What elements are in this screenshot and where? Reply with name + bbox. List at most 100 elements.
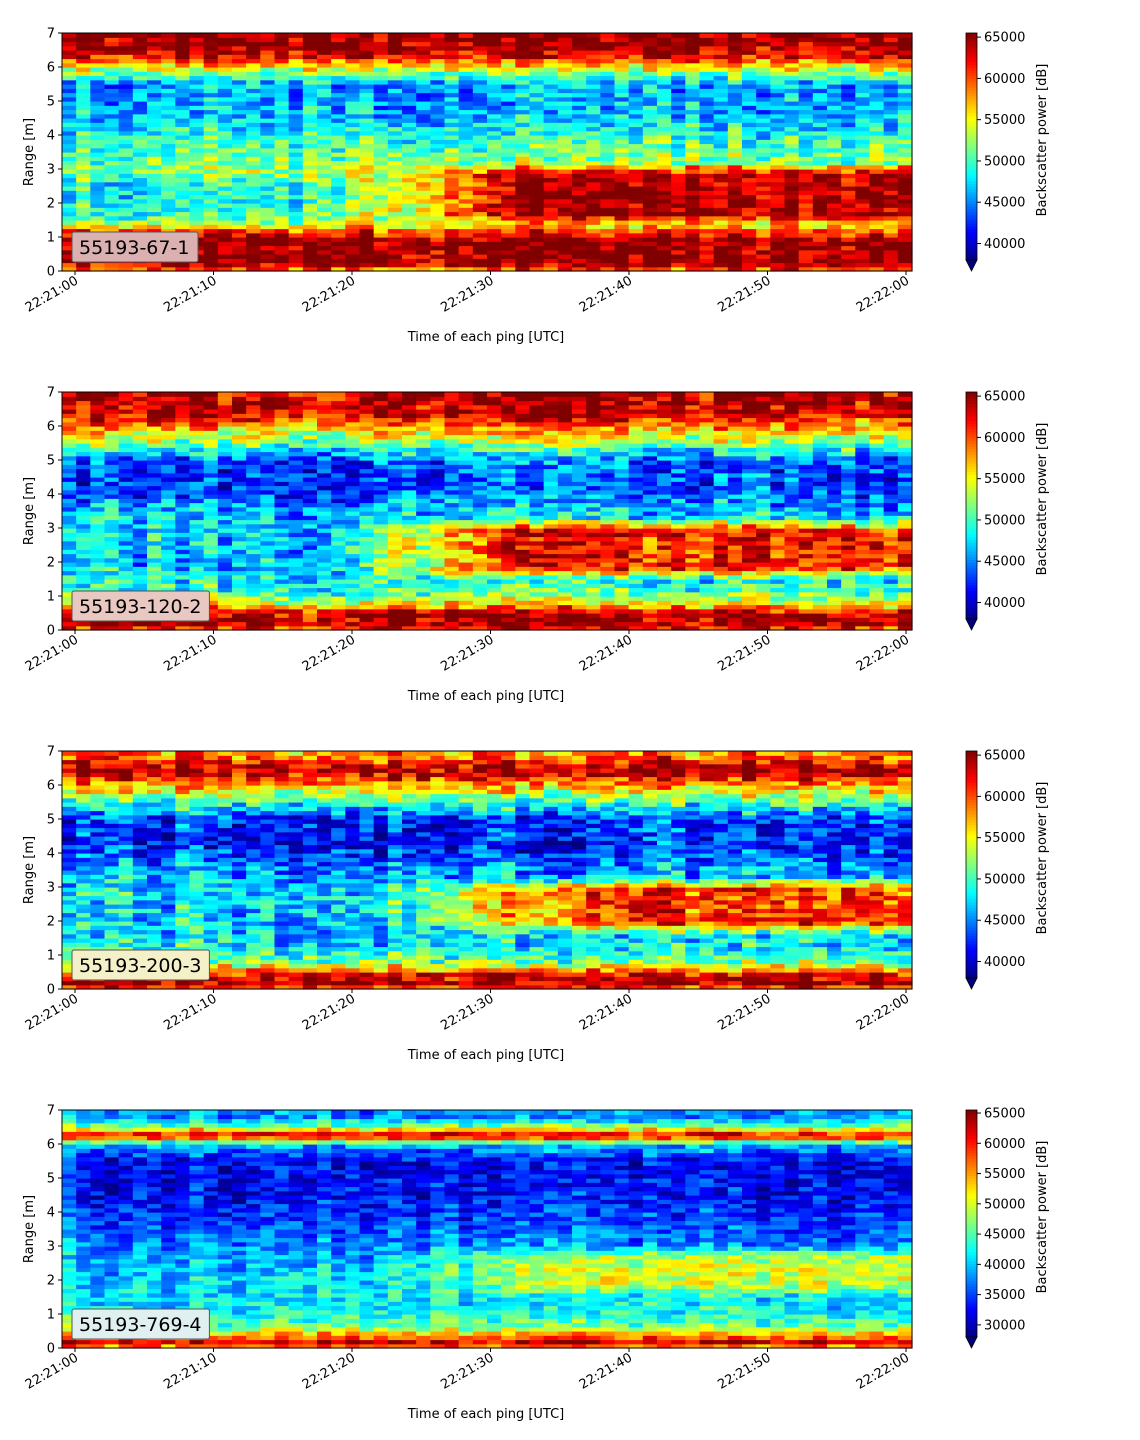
- heatmap-cell: [232, 503, 247, 508]
- heatmap-cell: [218, 571, 233, 576]
- heatmap-cell: [402, 558, 417, 563]
- heatmap-cell: [147, 511, 162, 516]
- heatmap-cell: [558, 135, 573, 140]
- heatmap-cell: [119, 76, 134, 81]
- heatmap-cell: [175, 105, 190, 110]
- heatmap-cell: [246, 76, 261, 81]
- heatmap-cell: [161, 622, 176, 627]
- heatmap-cell: [275, 537, 290, 542]
- heatmap-cell: [445, 263, 460, 268]
- heatmap-cell: [218, 224, 233, 229]
- heatmap-cell: [204, 54, 219, 59]
- heatmap-cell: [105, 263, 120, 268]
- heatmap-cell: [459, 165, 474, 170]
- heatmap-cell: [388, 63, 403, 68]
- heatmap-cell: [105, 426, 120, 431]
- heatmap-cell: [331, 588, 346, 593]
- heatmap-cell: [898, 148, 913, 153]
- heatmap-cell: [204, 152, 219, 157]
- heatmap-cell: [785, 152, 800, 157]
- heatmap-cell: [600, 139, 615, 144]
- heatmap-cell: [246, 541, 261, 546]
- heatmap-cell: [515, 156, 530, 161]
- heatmap-cell: [855, 127, 870, 132]
- heatmap-cell: [133, 54, 148, 59]
- heatmap-cell: [289, 392, 304, 397]
- heatmap-cell: [671, 203, 686, 208]
- heatmap-cell: [161, 165, 176, 170]
- heatmap-cell: [558, 224, 573, 229]
- heatmap-cell: [190, 263, 205, 268]
- heatmap-cell: [643, 71, 658, 76]
- heatmap-cell: [317, 481, 332, 486]
- heatmap-cell: [402, 84, 417, 89]
- heatmap-cell: [90, 430, 105, 435]
- heatmap-cell: [260, 430, 275, 435]
- heatmap-cell: [402, 122, 417, 127]
- heatmap-cell: [728, 80, 743, 85]
- heatmap-cell: [756, 84, 771, 89]
- heatmap-cell: [303, 562, 318, 567]
- heatmap-cell: [700, 186, 715, 191]
- heatmap-cell: [515, 127, 530, 132]
- heatmap-cell: [147, 396, 162, 401]
- heatmap-cell: [119, 101, 134, 106]
- heatmap-cell: [416, 186, 431, 191]
- heatmap-cell: [345, 579, 360, 584]
- heatmap-cell: [161, 84, 176, 89]
- heatmap-cell: [190, 118, 205, 123]
- heatmap-cell: [558, 254, 573, 259]
- heatmap-cell: [742, 246, 757, 251]
- heatmap-cell: [246, 161, 261, 166]
- heatmap-cell: [445, 182, 460, 187]
- heatmap-cell: [487, 263, 502, 268]
- heatmap-cell: [90, 105, 105, 110]
- heatmap-cell: [76, 401, 91, 406]
- heatmap-cell: [161, 122, 176, 127]
- heatmap-cell: [345, 224, 360, 229]
- heatmap-cell: [147, 498, 162, 503]
- heatmap-cell: [289, 613, 304, 618]
- heatmap-cell: [317, 122, 332, 127]
- heatmap-cell: [600, 229, 615, 234]
- heatmap-cell: [317, 486, 332, 491]
- heatmap-cell: [190, 477, 205, 482]
- heatmap-cell: [487, 144, 502, 149]
- heatmap-cell: [685, 42, 700, 47]
- heatmap-cell: [232, 405, 247, 410]
- heatmap-cell: [218, 452, 233, 457]
- heatmap-cell: [345, 258, 360, 263]
- heatmap-cell: [459, 199, 474, 204]
- heatmap-cell: [218, 486, 233, 491]
- heatmap-cell: [303, 212, 318, 217]
- heatmap-cell: [289, 254, 304, 259]
- heatmap-cell: [345, 575, 360, 580]
- heatmap-cell: [855, 220, 870, 225]
- heatmap-cell: [685, 97, 700, 102]
- heatmap-cell: [289, 443, 304, 448]
- heatmap-cell: [190, 93, 205, 98]
- heatmap-cell: [416, 554, 431, 559]
- heatmap-cell: [331, 114, 346, 119]
- heatmap-cell: [119, 182, 134, 187]
- heatmap-cell: [572, 122, 587, 127]
- heatmap-cell: [190, 101, 205, 106]
- heatmap-cell: [218, 93, 233, 98]
- heatmap-cell: [884, 42, 899, 47]
- heatmap-cell: [303, 622, 318, 627]
- heatmap-cell: [473, 258, 488, 263]
- heatmap-cell: [388, 545, 403, 550]
- heatmap-cell: [331, 405, 346, 410]
- heatmap-cell: [331, 464, 346, 469]
- heatmap-cell: [785, 156, 800, 161]
- heatmap-cell: [331, 401, 346, 406]
- heatmap-cell: [473, 88, 488, 93]
- heatmap-cell: [190, 405, 205, 410]
- heatmap-cell: [360, 258, 375, 263]
- heatmap-cell: [260, 439, 275, 444]
- heatmap-cell: [799, 216, 814, 221]
- heatmap-cell: [119, 554, 134, 559]
- heatmap-cell: [855, 54, 870, 59]
- heatmap-cell: [402, 507, 417, 512]
- heatmap-cell: [742, 144, 757, 149]
